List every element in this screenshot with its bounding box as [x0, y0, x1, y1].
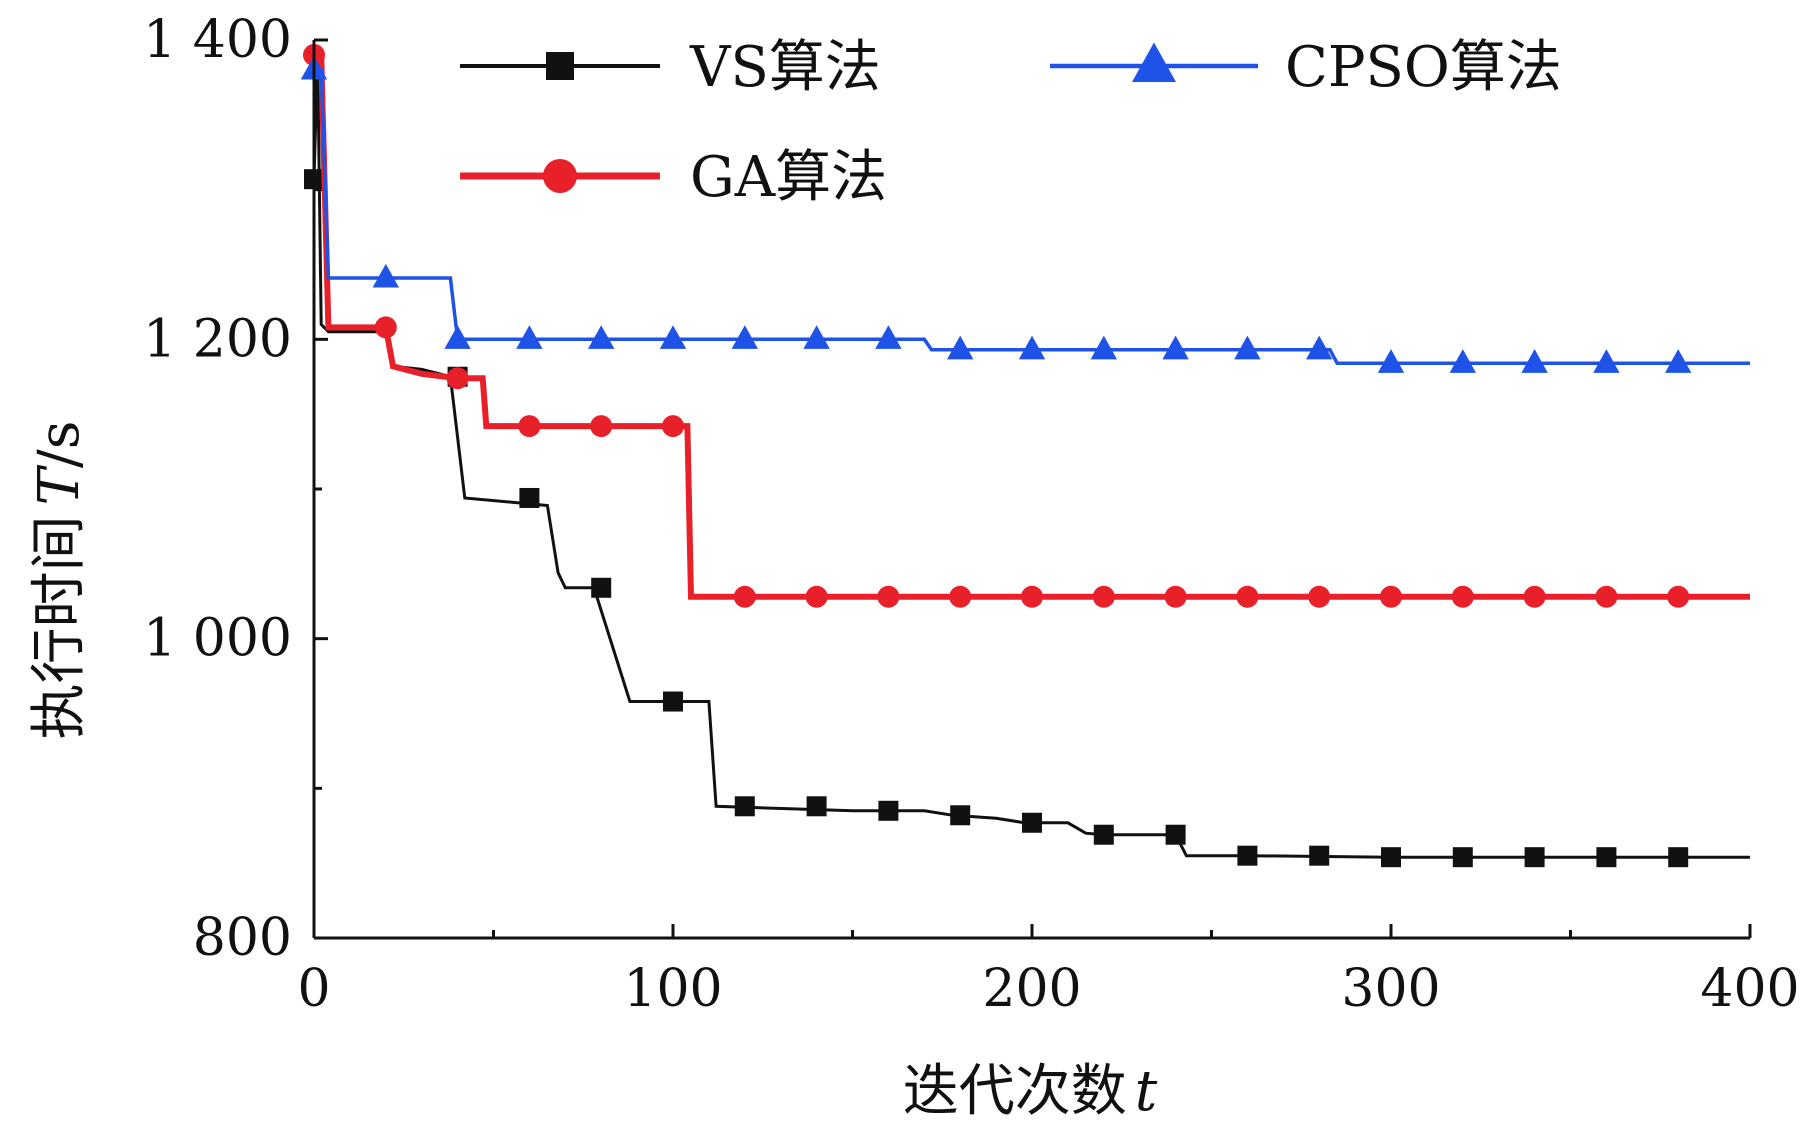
data-point: [875, 325, 902, 349]
data-point: [1236, 585, 1259, 608]
legend-label: VS算法: [689, 35, 881, 100]
x-tick-label: 200: [982, 959, 1081, 1019]
legend-marker: [543, 159, 577, 193]
data-point: [950, 805, 971, 826]
y-tick-label: 1 400: [143, 10, 292, 70]
data-point: [519, 487, 540, 508]
data-point: [1665, 349, 1692, 373]
data-point: [1022, 812, 1042, 833]
legend: VS算法 GA算法 CPSO算法: [460, 35, 1562, 210]
x-tick-label: 0: [297, 959, 330, 1019]
legend-label: GA算法: [690, 145, 887, 210]
data-point: [877, 585, 900, 608]
x-tick-label: 400: [1700, 959, 1799, 1019]
data-point: [1668, 847, 1689, 868]
data-point: [591, 577, 612, 598]
data-point: [1667, 585, 1690, 608]
legend-marker: [1132, 42, 1176, 82]
data-point: [806, 796, 827, 817]
data-point: [662, 415, 684, 438]
data-point: [1380, 585, 1402, 608]
data-point: [444, 325, 471, 349]
data-point: [1018, 335, 1046, 360]
data-point: [518, 415, 541, 438]
data-point: [1162, 335, 1189, 360]
data-point: [731, 325, 758, 349]
data-point: [1521, 349, 1548, 373]
x-tick-label: 300: [1341, 959, 1440, 1019]
data-point: [374, 316, 397, 339]
data-point: [1524, 847, 1545, 868]
data-point: [1165, 824, 1186, 845]
data-point: [949, 585, 972, 608]
y-tick-label: 1 000: [143, 609, 292, 669]
x-tick-label: 100: [623, 959, 722, 1019]
data-point: [516, 325, 543, 349]
data-point: [1090, 335, 1117, 360]
data-point: [1308, 585, 1331, 608]
data-point: [590, 415, 613, 438]
legend-marker: [546, 52, 574, 80]
data-point: [1234, 335, 1261, 360]
data-point: [1451, 585, 1474, 608]
y-axis-title: 执行时间T/s: [27, 421, 92, 740]
data-point: [734, 796, 755, 817]
y-tick-label: 800: [193, 908, 292, 968]
data-point: [1452, 847, 1473, 868]
series-line: [314, 68, 1750, 366]
y-tick-label: 1 200: [143, 309, 292, 369]
data-point: [733, 585, 756, 608]
data-point: [1593, 349, 1620, 373]
data-point: [1381, 847, 1401, 868]
legend-label: CPSO算法: [1285, 35, 1562, 100]
data-point: [372, 263, 399, 288]
data-point: [1596, 847, 1617, 868]
data-point: [663, 691, 683, 712]
data-point: [1021, 585, 1043, 608]
data-point: [878, 800, 899, 821]
data-point: [1309, 845, 1330, 866]
data-point: [1377, 349, 1405, 373]
data-point: [1449, 349, 1476, 373]
x-axis-title: 迭代次数 t: [903, 1059, 1158, 1122]
data-point: [1306, 335, 1333, 360]
plot-area: [300, 43, 1750, 868]
data-point: [805, 585, 828, 608]
data-point: [1523, 585, 1546, 608]
data-point: [803, 325, 830, 349]
data-point: [1595, 585, 1618, 608]
data-point: [1093, 824, 1114, 845]
data-point: [1237, 845, 1258, 866]
axes: 0 100 200 300 400 800 1 000 1 200 1 400: [143, 10, 1800, 1019]
data-point: [1092, 585, 1115, 608]
data-point: [588, 325, 615, 349]
data-point: [446, 367, 469, 390]
data-point: [1164, 585, 1187, 608]
data-point: [947, 335, 974, 360]
data-point: [659, 325, 687, 349]
